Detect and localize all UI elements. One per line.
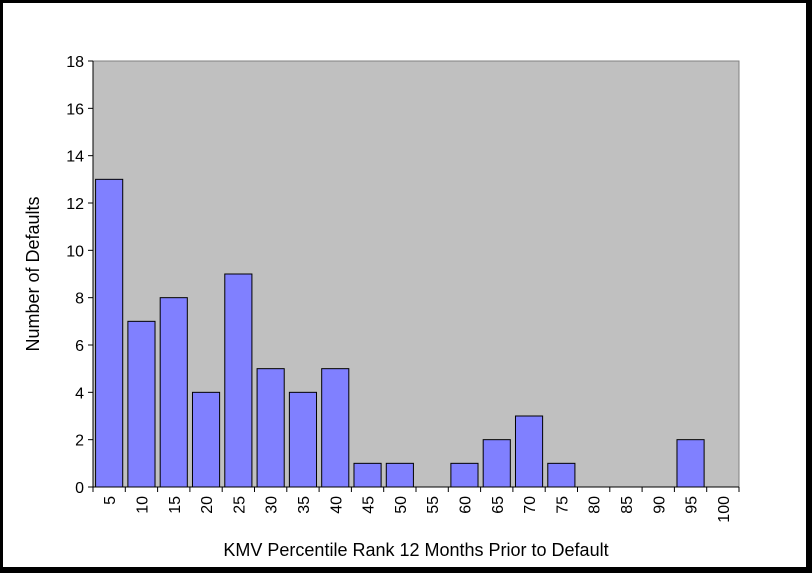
x-tick-label: 50 [393,496,410,514]
y-axis: 0 2 4 6 8 10 12 14 16 18 [66,54,94,497]
x-tick-label: 75 [554,496,571,514]
x-tick-label: 60 [457,496,474,514]
x-tick-label: 55 [425,496,442,514]
y-axis-title: Number of Defaults [23,196,43,351]
x-tick-label: 65 [490,496,507,514]
x-tick-label: 20 [199,496,216,514]
x-axis: 5 10 15 20 25 30 35 40 45 50 55 60 65 70 75 80 85 90 95 100 [92,486,740,523]
x-tick-label: 45 [361,496,378,514]
x-tick-label: 15 [167,496,184,514]
y-tick-label: 10 [66,243,84,260]
bar-60 [450,462,479,488]
bar-50 [385,462,414,488]
y-tick-label: 0 [75,480,84,497]
y-tick-label: 14 [66,149,84,166]
bars [95,178,705,488]
x-tick-label: 5 [102,496,119,505]
x-tick-label: 85 [619,496,636,514]
x-axis-title: KMV Percentile Rank 12 Months Prior to D… [223,540,608,560]
chart-frame: 0 2 4 6 8 10 12 14 16 18 5 10 15 20 25 30 35 40 45 50 55 60 6… [3,3,806,567]
bar-45 [353,462,382,488]
x-tick-label: 25 [231,496,248,514]
bar-5 [95,178,124,488]
bar-25 [224,273,253,488]
y-tick-label: 8 [75,291,84,308]
bar-35 [288,391,318,488]
bar-40 [321,368,350,488]
y-tick-label: 12 [66,196,84,213]
y-tick-label: 18 [66,54,84,71]
bar-75 [547,462,576,488]
x-tick-label: 35 [296,496,313,514]
y-tick-label: 2 [75,433,84,450]
bar-65 [482,439,511,488]
bar-20 [191,391,221,488]
bar-chart: 0 2 4 6 8 10 12 14 16 18 5 10 15 20 25 30 35 40 45 50 55 60 6… [23,54,740,560]
x-tick-label: 95 [684,496,701,514]
x-tick-label: 10 [134,496,151,514]
x-tick-label: 70 [522,496,539,514]
y-tick-label: 4 [75,385,84,402]
bar-10 [127,320,156,488]
bar-30 [256,368,285,488]
x-tick-label: 30 [264,496,281,514]
x-tick-label: 80 [587,496,604,514]
bar-70 [514,415,544,488]
bar-15 [159,297,188,488]
x-tick-label: 40 [328,496,345,514]
x-tick-label: 100 [716,496,733,523]
plot-area [92,60,740,488]
bar-95 [676,439,705,488]
y-tick-label: 16 [66,101,84,118]
x-tick-label: 90 [651,496,668,514]
y-tick-label: 6 [75,338,84,355]
